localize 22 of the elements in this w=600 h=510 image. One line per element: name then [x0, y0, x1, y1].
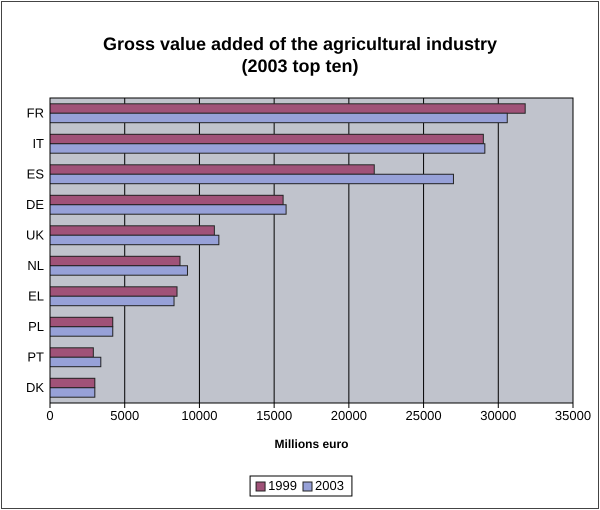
y-tick-label: FR — [26, 105, 44, 120]
y-tick-label: EL — [28, 288, 44, 304]
legend-label: 1999 — [268, 478, 297, 493]
y-tick-label: IT — [32, 136, 44, 151]
x-tick-label: 35000 — [554, 408, 592, 424]
x-tick-label: 30000 — [480, 408, 516, 424]
chart-title: Gross value added of the agricultural industry (2003 top ten) — [102, 34, 498, 76]
legend-label: 2003 — [315, 478, 344, 493]
x-tick-label: 25000 — [405, 408, 442, 424]
y-tick-label: PT — [27, 349, 44, 364]
y-tick-label: DE — [26, 196, 44, 212]
x-tick-label: 5000 — [110, 408, 140, 424]
x-tick-label: 20000 — [330, 408, 367, 424]
x-tick-label: 0 — [46, 408, 54, 424]
y-tick-label: DK — [26, 380, 44, 395]
y-tick-label: NL — [27, 258, 44, 273]
y-tick-label: ES — [26, 166, 44, 182]
y-tick-label: PL — [28, 318, 44, 334]
x-axis-title: Millions euro — [274, 437, 349, 451]
x-tick-label: 15000 — [256, 408, 292, 424]
x-tick-label: 10000 — [181, 408, 218, 424]
y-tick-label: UK — [26, 227, 44, 242]
